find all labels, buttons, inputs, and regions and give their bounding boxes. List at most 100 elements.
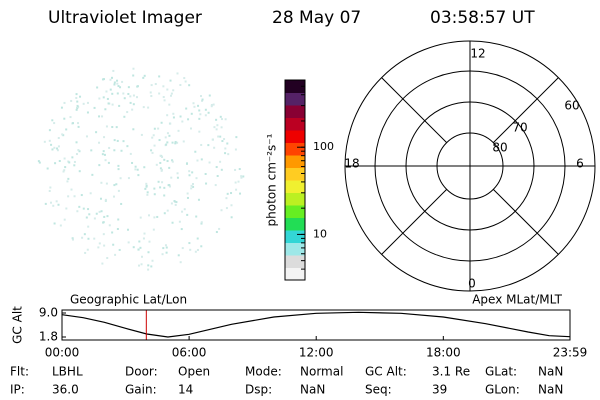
noise-dot (197, 198, 200, 201)
noise-dot (87, 225, 90, 228)
noise-dot (195, 215, 198, 218)
noise-dot (198, 130, 201, 133)
noise-dot (166, 209, 169, 212)
noise-dot (138, 240, 141, 243)
noise-dot (105, 125, 108, 128)
noise-dot (63, 117, 66, 120)
colorbar-band (285, 205, 305, 218)
noise-dot (65, 207, 68, 210)
noise-dot (144, 187, 147, 190)
noise-dot (178, 220, 181, 223)
x-tick-label: 06:00 (172, 346, 207, 360)
noise-dot (104, 198, 107, 201)
noise-dot (240, 175, 243, 178)
noise-dot (166, 88, 169, 91)
noise-dot (166, 160, 169, 163)
noise-dot (90, 149, 93, 152)
noise-dot (63, 169, 66, 172)
noise-dot (81, 236, 84, 239)
hour-label: 18 (344, 157, 359, 171)
noise-dot (111, 103, 114, 106)
info-value: NaN (538, 365, 563, 379)
noise-dot (160, 121, 163, 124)
noise-dot (163, 186, 166, 189)
noise-dot (234, 181, 237, 184)
noise-dot (174, 140, 177, 143)
noise-dot (135, 96, 138, 99)
noise-dot (50, 143, 53, 146)
noise-dot (156, 215, 159, 218)
noise-dot (158, 75, 161, 78)
noise-dot (107, 161, 110, 164)
noise-dot (192, 102, 195, 105)
noise-dot (102, 78, 105, 81)
noise-dot (215, 128, 218, 131)
noise-dot (101, 115, 104, 118)
noise-dot (223, 138, 226, 141)
noise-dot (167, 184, 170, 187)
noise-dot (194, 250, 197, 253)
noise-dot (142, 76, 145, 79)
noise-dot (157, 180, 160, 183)
noise-dot (126, 111, 129, 114)
noise-dot (148, 240, 151, 243)
noise-dot (217, 135, 220, 138)
noise-dot (190, 127, 193, 130)
noise-dot (172, 116, 175, 119)
noise-dot (114, 253, 117, 256)
noise-dot (225, 197, 228, 200)
noise-dot (127, 92, 130, 95)
noise-dot (78, 150, 81, 153)
noise-dot (82, 102, 85, 105)
noise-dot (99, 197, 102, 200)
noise-dot (70, 99, 73, 102)
polar-diagonal (381, 188, 448, 255)
polar-diagonal (492, 77, 559, 144)
noise-dot (147, 264, 150, 267)
noise-dot (79, 95, 82, 98)
noise-dot (105, 182, 108, 185)
noise-dot (179, 115, 182, 118)
noise-dot (43, 140, 46, 143)
noise-dot (166, 114, 169, 117)
noise-dot (102, 221, 105, 224)
noise-dot (57, 203, 60, 206)
noise-dot (159, 167, 162, 170)
noise-dot (75, 93, 78, 96)
polar-diagonal (381, 77, 448, 144)
noise-dot (153, 144, 156, 147)
noise-dot (116, 139, 119, 142)
noise-dot (213, 146, 216, 149)
noise-dot (200, 158, 203, 161)
noise-dot (113, 83, 116, 86)
noise-dot (159, 161, 162, 164)
noise-dot (107, 102, 110, 105)
altitude-line (61, 311, 571, 338)
x-tick-label: 18:00 (426, 346, 461, 360)
noise-dot (109, 88, 112, 91)
latitude-label: 80 (492, 141, 507, 155)
noise-dot (211, 138, 214, 141)
noise-dot (131, 161, 134, 164)
noise-dot (235, 188, 238, 191)
noise-dot (103, 136, 106, 139)
noise-dot (215, 166, 218, 169)
noise-dot (237, 180, 240, 183)
noise-dot (95, 212, 98, 215)
noise-dot (215, 231, 218, 234)
noise-dot (49, 186, 52, 189)
noise-dot (44, 202, 47, 205)
noise-dot (165, 143, 168, 146)
noise-dot (132, 94, 135, 97)
noise-dot (73, 164, 76, 167)
noise-dot (115, 183, 118, 186)
info-label: GC Alt: (365, 365, 407, 379)
noise-dot (198, 117, 201, 120)
noise-dot (166, 132, 169, 135)
noise-dot (75, 96, 78, 99)
noise-dot (53, 146, 56, 149)
noise-dot (235, 136, 238, 139)
noise-dot (151, 136, 154, 139)
noise-dot (150, 95, 153, 98)
noise-dot (48, 129, 51, 132)
